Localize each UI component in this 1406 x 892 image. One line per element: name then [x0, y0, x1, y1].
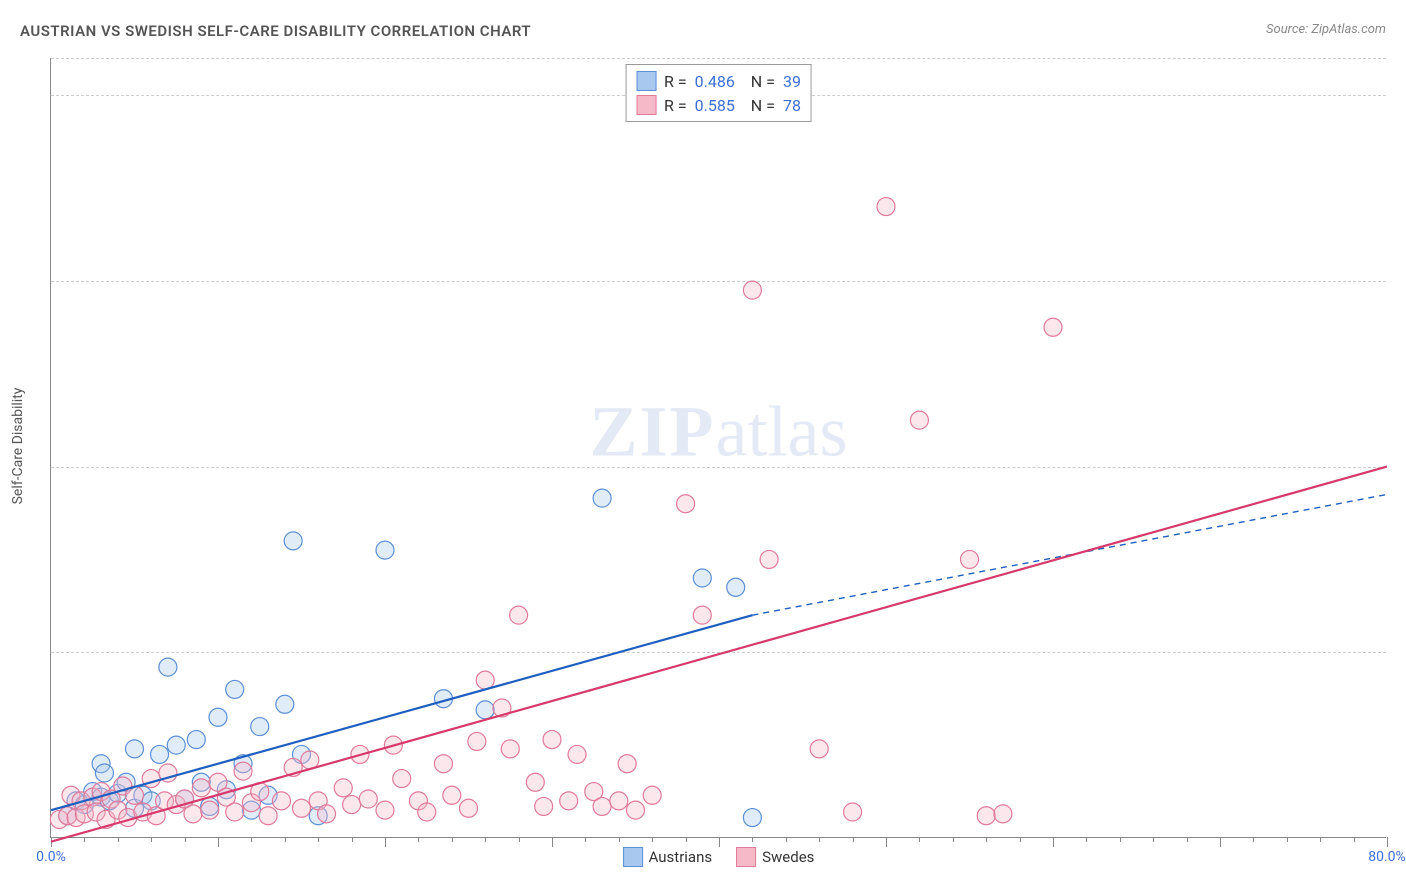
- plot-area: ZIPatlas 10.0%20.0%30.0%40.0% 0.0%80.0% …: [50, 58, 1386, 838]
- legend-item-austrians: Austrians: [623, 847, 713, 867]
- data-point: [184, 805, 202, 823]
- data-point: [877, 198, 895, 216]
- y-tick-label: 40.0%: [1391, 87, 1406, 103]
- source-label: Source: ZipAtlas.com: [1266, 22, 1386, 37]
- data-point: [318, 805, 336, 823]
- data-point: [618, 755, 636, 773]
- data-point: [643, 786, 661, 804]
- data-point: [434, 755, 452, 773]
- chart-title: AUSTRIAN VS SWEDISH SELF-CARE DISABILITY…: [20, 22, 531, 40]
- data-point: [568, 745, 586, 763]
- data-point: [293, 799, 311, 817]
- data-point: [593, 489, 611, 507]
- data-point: [476, 701, 494, 719]
- data-point: [810, 740, 828, 758]
- data-point: [977, 807, 995, 825]
- r-value-swedes: 0.585: [695, 96, 735, 115]
- data-point: [994, 805, 1012, 823]
- data-point: [251, 718, 269, 736]
- x-tick-label: 80.0%: [1368, 849, 1406, 865]
- data-point: [284, 532, 302, 550]
- data-point: [418, 803, 436, 821]
- y-tick-label: 10.0%: [1391, 644, 1406, 660]
- swatch-austrians: [636, 71, 656, 91]
- data-point: [276, 695, 294, 713]
- data-point: [359, 790, 377, 808]
- data-point: [543, 731, 561, 749]
- trend-line: [51, 467, 1387, 842]
- data-point: [677, 495, 695, 513]
- data-point: [187, 731, 205, 749]
- data-point: [727, 578, 745, 596]
- data-point: [226, 803, 244, 821]
- data-point: [376, 801, 394, 819]
- data-point: [760, 550, 778, 568]
- stats-row-austrians: R = 0.486 N = 39: [636, 69, 801, 93]
- data-point: [501, 740, 519, 758]
- data-point: [476, 671, 494, 689]
- data-point: [151, 745, 169, 763]
- data-point: [393, 770, 411, 788]
- data-point: [910, 411, 928, 429]
- data-point: [126, 740, 144, 758]
- data-point: [167, 736, 185, 754]
- stats-row-swedes: R = 0.585 N = 78: [636, 93, 801, 117]
- data-point: [510, 606, 528, 624]
- y-tick-label: 20.0%: [1391, 459, 1406, 475]
- data-point: [201, 801, 219, 819]
- data-point: [743, 281, 761, 299]
- data-point: [159, 658, 177, 676]
- data-point: [192, 779, 210, 797]
- data-point: [693, 569, 711, 587]
- legend-swatch-swedes: [736, 847, 756, 867]
- data-point: [693, 606, 711, 624]
- data-point: [259, 807, 277, 825]
- data-point: [526, 773, 544, 791]
- legend-item-swedes: Swedes: [736, 847, 814, 867]
- data-point: [560, 792, 578, 810]
- n-value-swedes: 78: [783, 96, 801, 115]
- y-tick-label: 30.0%: [1391, 273, 1406, 289]
- data-point: [334, 779, 352, 797]
- data-point: [844, 803, 862, 821]
- swatch-swedes: [636, 95, 656, 115]
- y-axis-title: Self-Care Disability: [10, 388, 26, 505]
- data-point: [226, 680, 244, 698]
- data-point: [443, 786, 461, 804]
- data-point: [961, 550, 979, 568]
- legend-label-swedes: Swedes: [762, 848, 814, 866]
- data-point: [627, 801, 645, 819]
- data-point: [272, 792, 290, 810]
- data-point: [610, 792, 628, 810]
- n-value-austrians: 39: [783, 72, 801, 91]
- data-point: [95, 764, 113, 782]
- data-point: [535, 797, 553, 815]
- stats-legend: R = 0.486 N = 39 R = 0.585 N = 78: [625, 64, 812, 122]
- data-point: [468, 732, 486, 750]
- data-point: [343, 796, 361, 814]
- bottom-legend: Austrians Swedes: [623, 847, 815, 867]
- data-point: [460, 799, 478, 817]
- data-point: [593, 797, 611, 815]
- x-tick-label: 0.0%: [36, 849, 66, 865]
- data-point: [1044, 318, 1062, 336]
- legend-swatch-austrians: [623, 847, 643, 867]
- legend-label-austrians: Austrians: [649, 848, 713, 866]
- data-point: [234, 762, 252, 780]
- scatter-svg: [51, 58, 1386, 837]
- data-point: [376, 541, 394, 559]
- data-point: [209, 708, 227, 726]
- r-value-austrians: 0.486: [695, 72, 735, 91]
- data-point: [743, 809, 761, 827]
